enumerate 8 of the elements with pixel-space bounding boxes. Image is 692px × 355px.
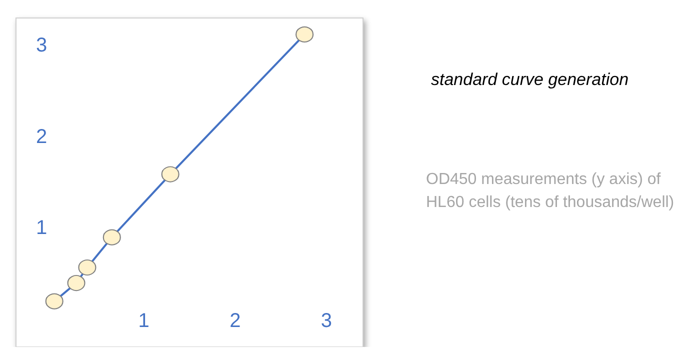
x-tick-label: 3 xyxy=(320,310,332,332)
x-tick-label: 1 xyxy=(138,310,150,332)
y-tick-label: 3 xyxy=(36,34,48,56)
text: OD450 measurements (y axis) of HL60 cells (tens of thousands/well) xyxy=(426,171,674,211)
y-tick-label: 1 xyxy=(36,217,48,240)
text: standard curve generation xyxy=(431,70,629,89)
x-tick-label: 2 xyxy=(230,310,241,332)
y-tick-label: 2 xyxy=(36,126,48,148)
